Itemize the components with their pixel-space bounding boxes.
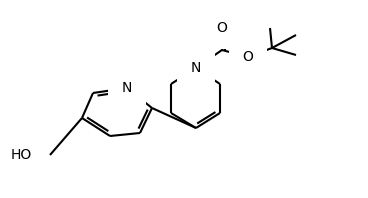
Text: O: O <box>243 50 254 64</box>
Text: O: O <box>216 21 227 35</box>
Text: HO: HO <box>11 148 32 162</box>
Text: N: N <box>191 61 201 75</box>
Text: N: N <box>122 81 132 95</box>
